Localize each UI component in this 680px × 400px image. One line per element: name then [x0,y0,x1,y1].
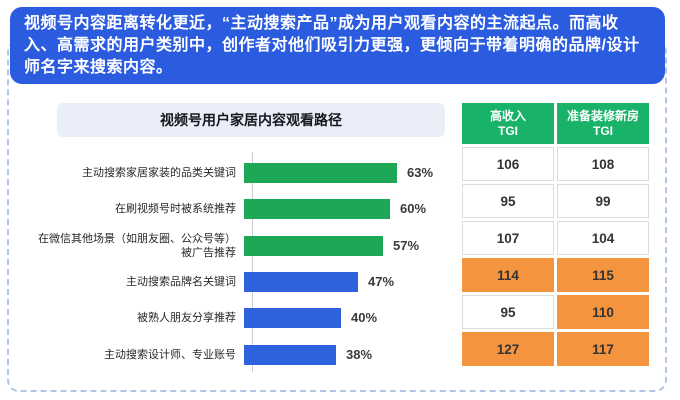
chart-title: 视频号用户家居内容观看路径 [57,103,445,137]
tgi-col-subtitle: TGI [593,123,613,138]
bar-category-label: 在刷视频号时被系统推荐 [115,202,236,215]
bar-value-label: 57% [393,238,420,253]
tgi-col-header-high-income: 高收入 TGI [462,103,554,144]
tgi-cell: 99 [557,184,649,218]
bar [244,198,390,219]
tgi-cell: 95 [462,295,554,329]
bar [244,344,336,365]
bar [244,271,358,292]
bar-row: 主动搜索家居家装的品类关键词 63% [30,154,450,191]
table-row: 106 108 [462,147,649,181]
bar-category-label: 被熟人朋友分享推荐 [137,311,236,324]
tgi-col-title: 高收入 [489,108,526,123]
bar-value-label: 60% [400,201,427,216]
table-row: 95 110 [462,295,649,329]
headline-text: 视频号内容距离转化更近，“主动搜索产品”成为用户观看内容的主流起点。而高收入、高… [24,15,640,76]
bar-category-label: 主动搜索品牌名关键词 [126,275,236,288]
tgi-table-header-row: 高收入 TGI 准备装修新房 TGI [462,103,649,144]
table-row: 127 117 [462,332,649,366]
tgi-cell: 110 [557,295,649,329]
bar-category-label: 主动搜索设计师、专业账号 [104,348,236,361]
bar-value-label: 63% [407,165,434,180]
tgi-cell: 106 [462,147,554,181]
tgi-cell: 127 [462,332,554,366]
chart-axis-line [252,152,253,372]
tgi-table: 高收入 TGI 准备装修新房 TGI 106 108 95 99 107 104… [459,100,652,369]
tgi-cell: 115 [557,258,649,292]
tgi-cell: 117 [557,332,649,366]
bar-value-label: 38% [346,347,373,362]
bar-row: 在微信其他场景（如朋友圈、公众号等）被广告推荐 57% [30,227,450,264]
headline-banner: 视频号内容距离转化更近，“主动搜索产品”成为用户观看内容的主流起点。而高收入、高… [10,7,665,84]
tgi-cell: 114 [462,258,554,292]
tgi-col-header-renovating: 准备装修新房 TGI [557,103,649,144]
table-row: 95 99 [462,184,649,218]
tgi-cell: 107 [462,221,554,255]
table-row: 114 115 [462,258,649,292]
bar-value-label: 40% [351,310,378,325]
bar-row: 主动搜索设计师、专业账号 38% [30,336,450,373]
bar [244,162,397,183]
bar-row: 在刷视频号时被系统推荐 60% [30,190,450,227]
tgi-cell: 95 [462,184,554,218]
tgi-cell: 108 [557,147,649,181]
bar-category-label: 在微信其他场景（如朋友圈、公众号等）被广告推荐 [38,232,236,259]
tgi-cell: 104 [557,221,649,255]
bar-row: 被熟人朋友分享推荐 40% [30,299,450,336]
tgi-col-title: 准备装修新房 [566,108,639,123]
tgi-col-subtitle: TGI [498,123,518,138]
bar-row: 主动搜索品牌名关键词 47% [30,263,450,300]
bar-value-label: 47% [368,274,395,289]
bar [244,307,341,328]
bar-category-label: 主动搜索家居家装的品类关键词 [82,166,236,179]
table-row: 107 104 [462,221,649,255]
bar [244,235,383,256]
